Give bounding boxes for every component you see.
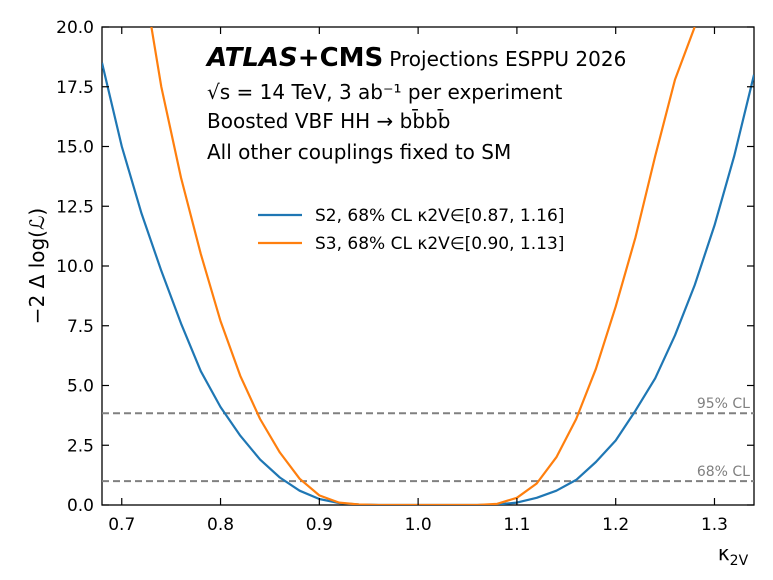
y-tick-label: 20.0 [56,18,94,38]
series-line-s3 [150,27,696,505]
couplings-line: All other couplings fixed to SM [207,140,511,164]
energy-line: √s = 14 TeV, 3 ab⁻¹ per experiment [207,80,563,104]
process-line: Boosted VBF HH → bb̄bb̄ [207,108,450,133]
y-tick-label: 12.5 [56,197,94,217]
y-tick-label: 15.0 [56,138,94,158]
y-tick-label: 0.0 [67,496,94,516]
annotation-block: ATLAS+CMS Projections ESPPU 2026 √s = 14 … [205,43,626,164]
legend-label-s2: S2, 68% CL κ2V∈[0.87, 1.16] [315,206,564,226]
y-tick-label: 17.5 [56,78,94,98]
x-axis-label: κ2V [718,541,749,569]
brand-plus: + [298,43,320,73]
brand-suffix: Projections ESPPU 2026 [389,47,626,71]
reference-line-label: 95% CL [697,396,750,412]
x-tick-label: 0.8 [207,515,234,535]
brand-cms: CMS [320,43,384,73]
legend-label-s3: S3, 68% CL κ2V∈[0.90, 1.13] [315,234,564,254]
y-tick-label: 5.0 [67,377,94,397]
brand-atlas: ATLAS [205,43,298,73]
legend: S2, 68% CL κ2V∈[0.87, 1.16] S3, 68% CL κ… [258,206,564,254]
x-tick-label: 1.0 [405,515,432,535]
y-axis-label: −2 Δ log(ℒ) [25,208,49,324]
y-tick-label: 2.5 [67,436,94,456]
x-tick-label: 1.2 [602,515,629,535]
x-tick-label: 1.1 [503,515,530,535]
reference-line-label: 68% CL [697,464,750,480]
series-line-s2 [102,62,754,505]
x-tick-label: 1.3 [701,515,728,535]
brand-line: ATLAS+CMS Projections ESPPU 2026 [205,43,626,73]
y-tick-label: 10.0 [56,257,94,277]
x-tick-label: 0.9 [306,515,333,535]
x-tick-label: 0.7 [108,515,135,535]
y-tick-label: 7.5 [67,317,94,337]
